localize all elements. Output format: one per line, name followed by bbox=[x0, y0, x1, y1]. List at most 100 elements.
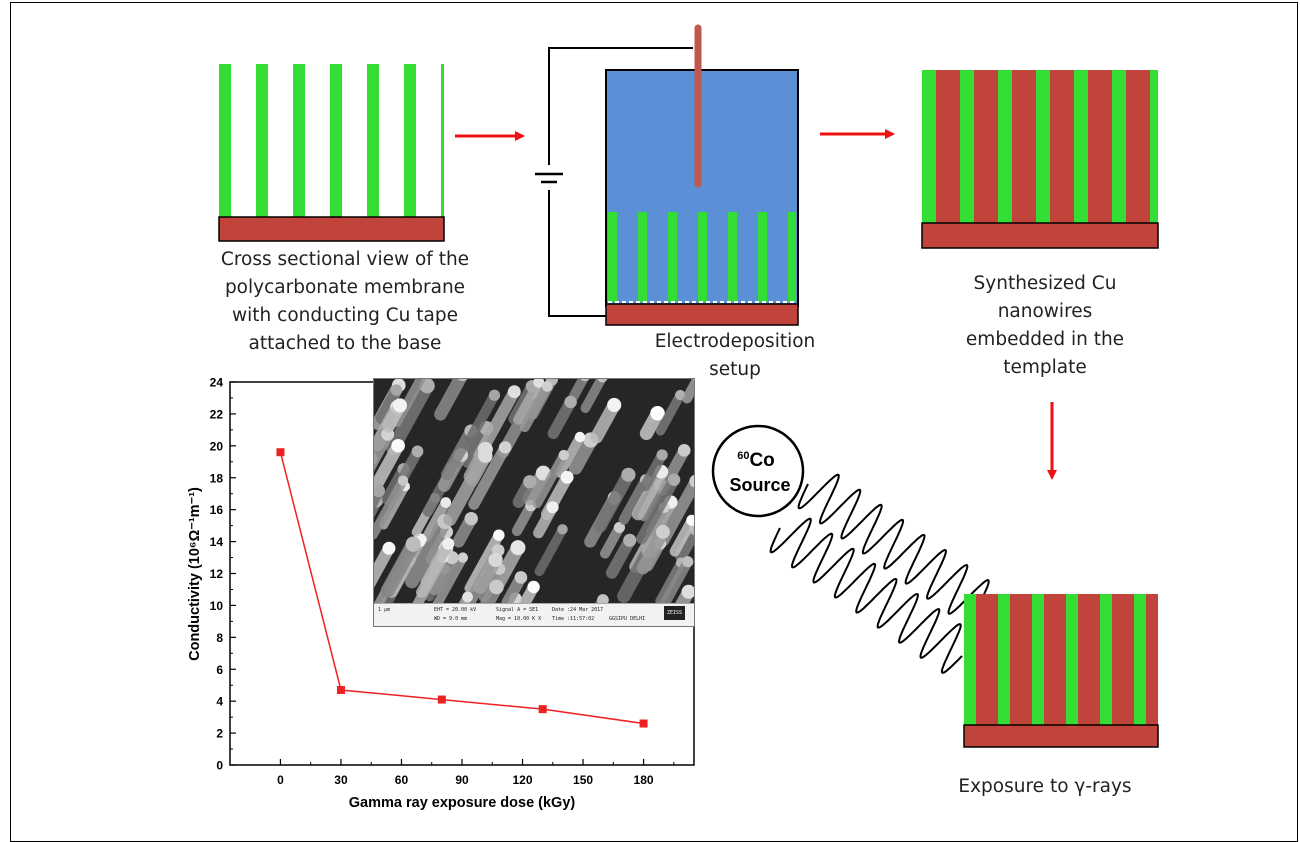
sem-nanowire-tip bbox=[678, 444, 691, 457]
synth-cu-base bbox=[922, 223, 1158, 248]
synth-stripe bbox=[1074, 70, 1088, 223]
sem-lab: GGSIPU DELHI bbox=[609, 616, 645, 622]
caption-exposure: Exposure to γ-rays bbox=[925, 773, 1165, 801]
data-point bbox=[438, 696, 446, 704]
sem-nanowire-tip bbox=[391, 384, 403, 396]
sem-eht: EHT = 20.00 kV bbox=[434, 607, 476, 613]
sem-nanowire-tip bbox=[682, 556, 693, 567]
y-tick-label: 0 bbox=[216, 759, 223, 773]
sem-nanowire-tip bbox=[440, 497, 451, 508]
y-tick-label: 14 bbox=[210, 535, 224, 549]
sem-signal: Signal A = SE1 bbox=[496, 607, 538, 613]
exposed-nanowires bbox=[964, 594, 1158, 747]
x-tick-label: 90 bbox=[455, 773, 469, 787]
exposed-nanowire-stripes bbox=[964, 594, 1158, 725]
source-label: Source bbox=[729, 475, 790, 495]
exposed-cu-base bbox=[964, 725, 1158, 747]
sem-nanowire-tip bbox=[621, 468, 635, 482]
electrodeposition-setup bbox=[535, 28, 798, 325]
sem-nanowire-tip bbox=[406, 537, 421, 552]
exposed-stripe bbox=[1134, 594, 1146, 725]
y-tick-label: 24 bbox=[210, 376, 224, 390]
cell-pore bbox=[728, 212, 737, 302]
y-tick-label: 8 bbox=[216, 631, 223, 645]
cell-pore bbox=[698, 212, 707, 302]
x-axis: 0 30 60 90 120 150 180 bbox=[277, 759, 674, 787]
sem-nanowire-tip bbox=[489, 580, 504, 595]
gamma-wave-1 bbox=[799, 475, 990, 629]
sem-micrograph: 1 μm EHT = 20.00 kV WD = 9.0 mm Signal A… bbox=[373, 378, 695, 627]
sem-nanowire-tip bbox=[462, 592, 473, 603]
data-point bbox=[640, 720, 648, 728]
membrane-pore bbox=[367, 64, 379, 217]
sem-nanowire-tip bbox=[557, 524, 567, 534]
x-tick-label: 150 bbox=[573, 773, 593, 787]
exposed-stripe bbox=[1032, 594, 1044, 725]
cell-pore bbox=[608, 212, 617, 302]
caption-synthesized: Synthesized Cu nanowires embedded in the… bbox=[905, 270, 1185, 382]
x-tick-label: 180 bbox=[634, 773, 654, 787]
membrane-pore bbox=[219, 64, 231, 217]
gamma-rays bbox=[771, 475, 990, 673]
x-tick-label: 30 bbox=[334, 773, 348, 787]
caption-membrane: Cross sectional view of the polycarbonat… bbox=[185, 246, 505, 358]
sem-scale-label: 1 μm bbox=[378, 607, 390, 613]
sem-nanowire-tip bbox=[499, 441, 511, 453]
sem-date: Date :24 Mar 2017 bbox=[552, 607, 603, 613]
synth-stripe bbox=[998, 70, 1012, 223]
y-tick-label: 16 bbox=[210, 503, 224, 517]
membrane-pore bbox=[404, 64, 416, 217]
x-tick-label: 60 bbox=[395, 773, 409, 787]
sem-nanowire-tip bbox=[575, 432, 585, 442]
caption-setup: Electrodeposition setup bbox=[615, 328, 855, 384]
circuit-wire-bottom bbox=[549, 190, 606, 316]
sem-time: Time :11:57:02 bbox=[552, 616, 594, 622]
sem-nanowire-tip bbox=[515, 571, 528, 584]
zeiss-logo: ZEISS bbox=[664, 606, 685, 620]
membrane-pore bbox=[256, 64, 268, 217]
y-axis-label: Conductivity (10⁶Ω⁻¹m⁻¹) bbox=[187, 487, 203, 661]
sem-nanowire-tip bbox=[488, 553, 502, 567]
sem-nanowire-tip bbox=[478, 448, 492, 462]
co60-source: 60Co Source bbox=[713, 426, 803, 516]
y-tick-label: 6 bbox=[216, 663, 223, 677]
sem-nanowire-tip bbox=[559, 450, 569, 460]
membrane-pores bbox=[219, 64, 444, 217]
y-tick-label: 20 bbox=[210, 439, 224, 453]
sem-nanowire-tip bbox=[527, 581, 539, 593]
sem-nanowire-image bbox=[374, 379, 694, 604]
sem-nanowire-tip bbox=[623, 534, 636, 547]
sem-nanowire-tip bbox=[523, 475, 536, 488]
membrane-pore bbox=[330, 64, 342, 217]
membrane-pore bbox=[441, 64, 444, 217]
synth-stripe bbox=[1112, 70, 1126, 223]
sem-nanowire-tip bbox=[561, 471, 574, 484]
sem-wd: WD = 9.0 mm bbox=[434, 616, 467, 622]
y-tick-label: 22 bbox=[210, 407, 224, 421]
synthesized-nanowires bbox=[922, 70, 1158, 248]
cell-cu-base bbox=[606, 304, 798, 325]
synth-stripe bbox=[1150, 70, 1158, 223]
x-tick-label: 0 bbox=[277, 773, 284, 787]
data-point bbox=[276, 448, 284, 456]
exposed-stripe bbox=[1066, 594, 1078, 725]
sem-nanowire-tip bbox=[493, 530, 504, 541]
y-tick-label: 12 bbox=[210, 567, 224, 581]
exposed-stripe bbox=[998, 594, 1010, 725]
x-tick-label: 120 bbox=[513, 773, 533, 787]
sem-nanowire-tip bbox=[393, 398, 407, 412]
data-point bbox=[337, 686, 345, 694]
sem-nanowire-tip bbox=[412, 445, 424, 457]
sem-nanowire-tip bbox=[607, 398, 621, 412]
x-axis-label: Gamma ray exposure dose (kGy) bbox=[349, 795, 576, 811]
exposed-stripe bbox=[964, 594, 976, 725]
sem-nanowire-tip bbox=[458, 552, 468, 562]
sem-nanowire-tip bbox=[668, 474, 680, 486]
sem-nanowire-tip bbox=[508, 385, 521, 398]
sem-nanowire-tip bbox=[510, 540, 525, 555]
synth-stripe bbox=[922, 70, 936, 223]
cell-pore bbox=[638, 212, 647, 302]
synth-nanowire-stripes bbox=[922, 70, 1158, 223]
sem-nanowire-tip bbox=[442, 538, 454, 550]
